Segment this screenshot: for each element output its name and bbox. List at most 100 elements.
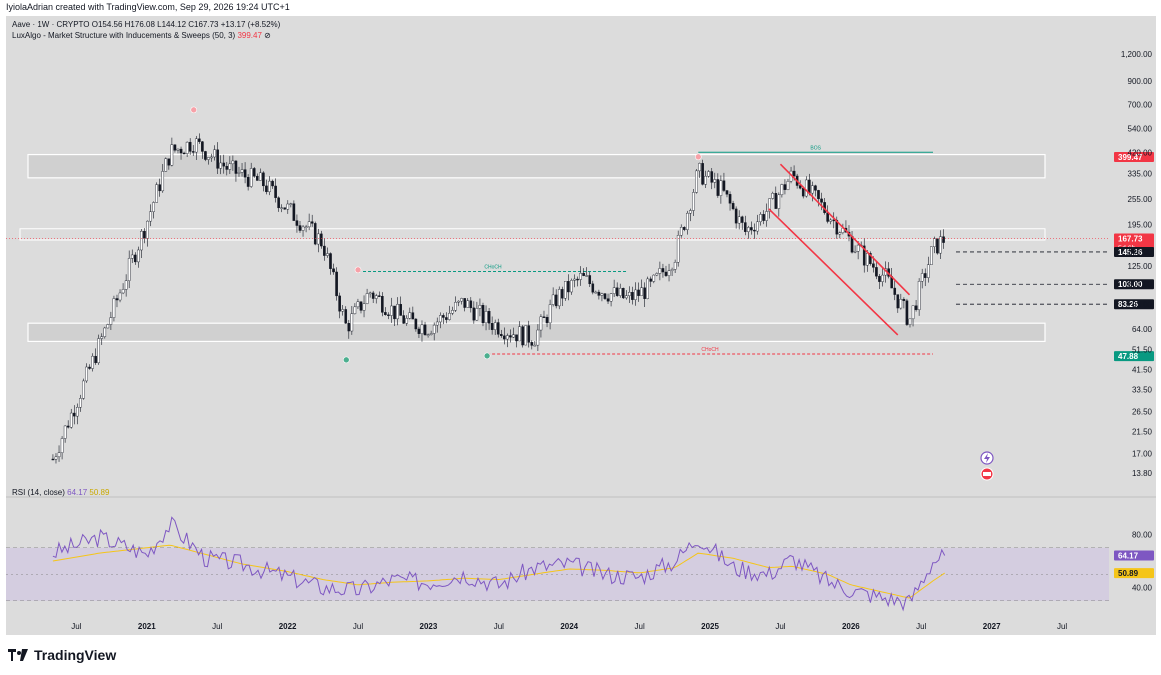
candle-body [176, 148, 180, 151]
candle-body [814, 185, 817, 191]
x-tick-label: 2024 [560, 622, 578, 631]
candle-body [374, 295, 378, 299]
legend-indicator-row: LuxAlgo - Market Structure with Induceme… [12, 31, 271, 40]
candle-body [292, 203, 296, 221]
candle-body [756, 221, 759, 232]
candle-body [878, 276, 881, 282]
candle-body [69, 412, 73, 428]
candle-body [780, 184, 784, 196]
candle-body [201, 141, 204, 152]
candle-body [460, 298, 463, 302]
candle-body [115, 298, 119, 301]
y-tick-label: 21.50 [1132, 427, 1153, 436]
candle-body [387, 314, 390, 316]
candle-body [634, 289, 637, 300]
candle-body [743, 222, 747, 232]
x-tick-label: Jul [916, 622, 926, 631]
eye-slash-icon[interactable]: ⊘ [264, 31, 271, 40]
candle-body [353, 306, 357, 314]
candle-body [377, 295, 381, 297]
candle-body [930, 246, 933, 265]
candle-body [286, 203, 290, 210]
candle-body [539, 316, 543, 331]
channel-line [768, 208, 899, 336]
swing-high-marker[interactable] [354, 266, 362, 274]
candle-body [438, 315, 442, 323]
candle-body [722, 180, 726, 191]
candle-body [207, 157, 210, 160]
candle-body [320, 233, 323, 247]
candle-body [670, 269, 674, 271]
candle-body [161, 171, 165, 192]
candle-body [210, 156, 213, 159]
candle-body [326, 253, 329, 256]
swing-low-marker[interactable] [483, 352, 491, 360]
x-tick-label: 2022 [279, 622, 297, 631]
candle-body [652, 274, 656, 282]
candle-body [140, 231, 143, 251]
swing-high-marker[interactable] [695, 153, 702, 161]
y-tick-label: 41.50 [1132, 366, 1153, 375]
candle-body [335, 271, 338, 297]
legend-rsi-name: RSI (14, close) [12, 488, 65, 497]
y-tick-label: 51.50 [1132, 345, 1153, 354]
candle-body [853, 251, 857, 253]
candle-body [85, 366, 88, 382]
candle-body [771, 193, 775, 199]
candle-body [118, 292, 122, 301]
rsi-ma-line [52, 544, 945, 599]
y-tick-label: 33.50 [1132, 386, 1153, 395]
candle-body [234, 160, 238, 174]
candle-body [786, 181, 790, 190]
candle-body [57, 452, 61, 458]
y-tick-label: 195.00 [1128, 220, 1153, 229]
candle-body [646, 278, 649, 299]
candle-body [396, 304, 399, 320]
candle-body [518, 326, 521, 342]
y-tick-label: 83.00 [1132, 300, 1153, 309]
candle-body [664, 271, 668, 276]
candle-body [740, 216, 744, 223]
candle-body [893, 287, 897, 295]
candle-body [411, 312, 415, 320]
candle-body [600, 293, 604, 296]
candle-body [417, 328, 421, 334]
candle-body [603, 293, 607, 299]
candle-body [817, 190, 820, 200]
candle-body [112, 298, 116, 318]
candle-body [487, 311, 491, 324]
candle-body [63, 425, 67, 439]
candle-body [237, 172, 241, 174]
candle-body [804, 179, 808, 197]
swing-high-marker[interactable] [190, 106, 198, 114]
candle-body [451, 310, 454, 314]
candle-body [542, 316, 546, 318]
price-label: 83.26 [1118, 300, 1139, 309]
candle-body [432, 324, 436, 334]
candle-body [109, 317, 113, 325]
candle-body [908, 318, 912, 325]
candle-body [173, 144, 177, 151]
candle-body [121, 289, 125, 294]
candle-body [469, 300, 473, 309]
candle-body [289, 203, 293, 205]
candle-body [179, 148, 183, 154]
candle-body [429, 333, 433, 335]
candle-body [384, 312, 387, 315]
candle-body [875, 267, 878, 277]
y-tick-label: 540.00 [1128, 125, 1153, 134]
y-tick-label: 125.00 [1128, 262, 1153, 271]
swing-low-marker[interactable] [342, 356, 350, 364]
price-label: 103.00 [1118, 280, 1143, 289]
candle-body [686, 212, 689, 230]
x-tick-label: 2027 [983, 622, 1001, 631]
candle-body [356, 301, 360, 308]
candle-body [127, 258, 131, 281]
candle-body [658, 268, 662, 274]
candle-body [255, 175, 259, 181]
legend-rsi-value: 64.17 [67, 488, 88, 497]
candle-body [414, 318, 418, 330]
candle-body [240, 169, 244, 173]
